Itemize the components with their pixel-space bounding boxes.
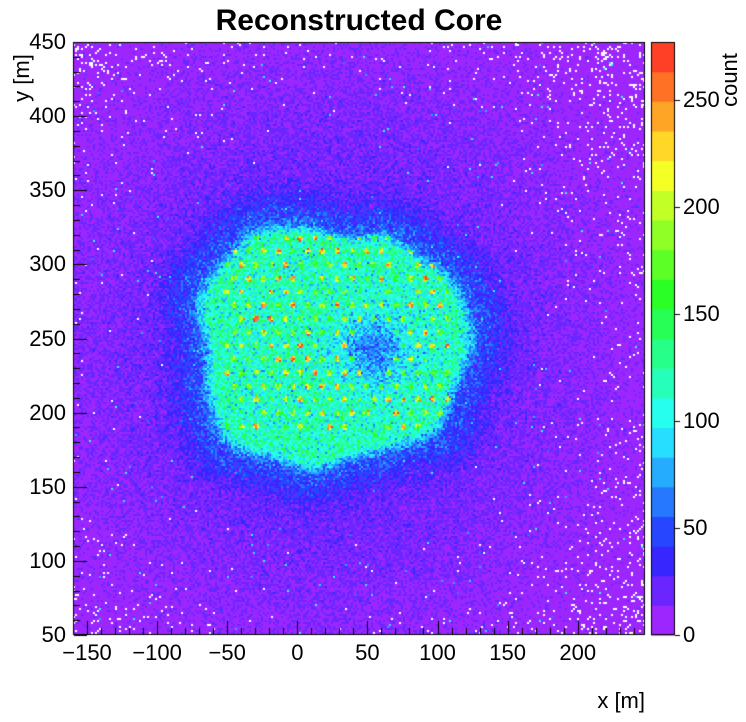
y-tick-label: 100 <box>29 547 66 573</box>
x-tick-label: 150 <box>489 640 526 665</box>
z-tick-label: 0 <box>683 622 696 647</box>
z-tick-label: 50 <box>683 514 708 540</box>
z-tick-label: 150 <box>683 300 720 326</box>
z-tick-label: 200 <box>683 193 720 219</box>
y-tick-label: 350 <box>29 177 66 203</box>
y-axis-title: y [m] <box>9 54 34 102</box>
x-tick-label: 200 <box>559 640 597 665</box>
y-tick-label: 300 <box>29 251 66 277</box>
y-tick-label: 250 <box>29 325 66 351</box>
x-tick-label: 0 <box>291 640 304 665</box>
y-tick-label: 200 <box>29 399 66 425</box>
chart-title: Reconstructed Core <box>215 4 503 37</box>
x-tick-label: 100 <box>419 640 456 665</box>
z-tick-label: 250 <box>683 86 720 112</box>
x-tick-label: −50 <box>208 640 246 665</box>
x-axis-title: x [m] <box>597 688 645 713</box>
y-tick-label: 50 <box>41 622 66 647</box>
x-tick-label: −150 <box>62 640 112 665</box>
y-tick-label: 400 <box>29 103 66 129</box>
y-tick-label: 450 <box>29 29 66 54</box>
z-tick-label: 100 <box>683 407 720 433</box>
x-tick-label: −100 <box>132 640 182 665</box>
x-tick-label: 50 <box>355 640 380 665</box>
y-tick-label: 150 <box>29 473 66 499</box>
